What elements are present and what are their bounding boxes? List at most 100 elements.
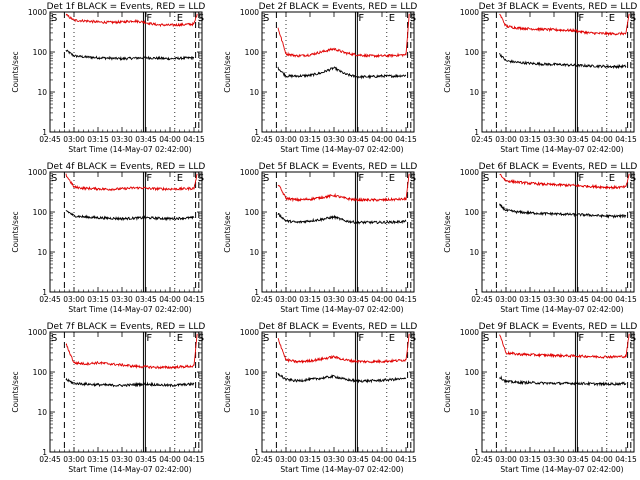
x-tick-label: 04:15 [615,455,637,464]
panel-title: Det 9f BLACK = Events, RED = LLD [479,322,638,332]
x-tick-label: 03:45 [567,135,589,144]
y-tick-label: 10 [37,408,47,417]
y-tick-label: 10 [469,248,479,257]
x-tick-label: 03:15 [299,295,321,304]
events-series-line [277,66,407,80]
start-marker-label: S [263,173,269,184]
x-tick-label: 03:45 [135,295,157,304]
y-tick-label: 10 [37,248,47,257]
x-tick-label: 04:00 [159,135,181,144]
x-tick-label: 04:00 [371,455,393,464]
panel-title: Det 7f BLACK = Events, RED = LLD [47,322,206,332]
x-tick-label: 03:00 [63,295,85,304]
x-tick-label: 04:00 [371,135,393,144]
x-tick-label: 04:00 [159,455,181,464]
panel-5: Det 5f BLACK = Events, RED = LLD Counts/s… [223,162,417,314]
flare-marker-label: F [146,13,152,24]
plot-frame [481,331,635,453]
x-tick-label: 03:15 [299,135,321,144]
lld-series-line [65,13,198,28]
y-axis-label: Counts/sec [223,211,232,252]
y-axis-label: Counts/sec [443,371,452,412]
end-marker-label: E [609,333,615,344]
x-tick-label: 02:45 [251,455,273,464]
y-tick-label: 100 [465,368,480,377]
end-marker-label: E [609,173,615,184]
end-start-marker-label: S [630,13,636,24]
x-tick-label: 04:00 [159,295,181,304]
y-tick-label: 1 [42,128,47,137]
x-tick-label: 03:00 [495,295,517,304]
x-tick-label: 03:15 [519,135,541,144]
y-tick-label: 10 [249,88,259,97]
start-marker-label: S [483,173,489,184]
y-tick-label: 1 [42,448,47,457]
flare-marker-label: F [358,13,364,24]
x-axis-label: Start Time (14-May-07 02:42:00) [280,305,403,314]
flare-marker-label: F [358,333,364,344]
panel-8: Det 8f BLACK = Events, RED = LLD Counts/s… [223,322,417,474]
end-marker-label: E [177,333,183,344]
y-tick-label: 100 [465,48,480,57]
end-marker-label: E [389,13,395,24]
flare-marker-label: F [578,13,584,24]
plot-frame [49,171,203,293]
start-marker-label: S [263,13,269,24]
y-tick-label: 1 [254,128,259,137]
x-axis-label: Start Time (14-May-07 02:42:00) [500,305,623,314]
lld-series-line [277,173,410,203]
y-tick-label: 100 [33,208,48,217]
panel-1: Det 1f BLACK = Events, RED = LLD Counts/s… [11,2,205,154]
flare-marker-label: F [146,173,152,184]
events-series-line [499,375,627,387]
end-start-marker-label: S [198,333,204,344]
y-tick-label: 1000 [240,8,259,17]
x-tick-label: 03:45 [347,295,369,304]
lld-series-line [65,173,198,192]
events-series-line [277,372,407,384]
y-tick-label: 1000 [240,328,259,337]
x-axis-label: Start Time (14-May-07 02:42:00) [68,305,191,314]
x-tick-label: 03:45 [135,455,157,464]
x-tick-label: 02:45 [471,135,493,144]
y-axis-label: Counts/sec [223,51,232,92]
panel-title: Det 6f BLACK = Events, RED = LLD [479,162,638,172]
x-tick-label: 03:30 [323,295,345,304]
y-axis-label: Counts/sec [11,211,20,252]
x-tick-label: 03:45 [567,295,589,304]
x-tick-label: 03:30 [111,135,133,144]
start-marker-label: S [263,333,269,344]
events-series-line [499,203,627,219]
panel-4: Det 4f BLACK = Events, RED = LLD Counts/s… [11,162,205,314]
plot-frame [49,331,203,453]
x-tick-label: 03:45 [347,455,369,464]
y-tick-label: 1000 [460,8,479,17]
end-marker-label: E [389,173,395,184]
x-tick-label: 03:00 [63,135,85,144]
x-axis-label: Start Time (14-May-07 02:42:00) [280,145,403,154]
x-tick-label: 03:15 [87,295,109,304]
x-tick-label: 04:15 [615,135,637,144]
y-tick-label: 10 [249,408,259,417]
events-series-line [65,49,195,62]
y-tick-label: 1000 [460,328,479,337]
x-tick-label: 03:30 [323,455,345,464]
y-tick-label: 100 [245,208,260,217]
flare-marker-label: F [578,333,584,344]
x-tick-label: 04:15 [395,455,417,464]
x-axis-label: Start Time (14-May-07 02:42:00) [68,465,191,474]
x-tick-label: 03:00 [275,455,297,464]
y-axis-label: Counts/sec [11,371,20,412]
x-tick-label: 03:30 [543,295,565,304]
start-marker-label: S [483,13,489,24]
x-tick-label: 04:00 [591,455,613,464]
y-tick-label: 1000 [28,8,47,17]
x-tick-label: 03:15 [519,455,541,464]
y-tick-label: 100 [33,368,48,377]
y-tick-label: 1000 [28,328,47,337]
y-tick-label: 1000 [460,168,479,177]
x-tick-label: 03:00 [63,455,85,464]
y-axis-label: Counts/sec [11,51,20,92]
x-tick-label: 02:45 [39,135,61,144]
